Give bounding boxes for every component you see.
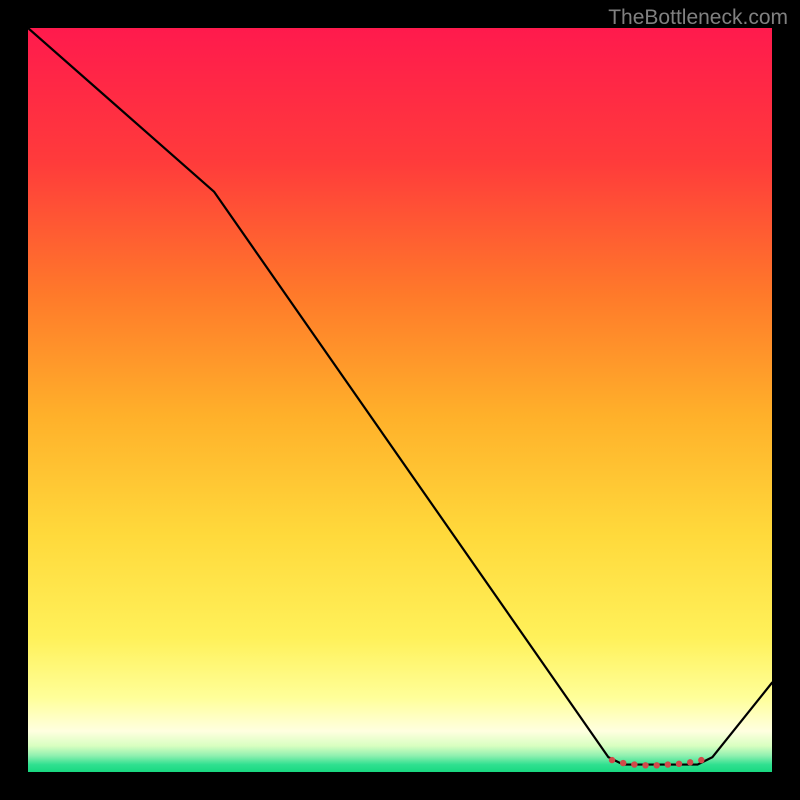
scatter-point [698, 757, 704, 763]
scatter-point [653, 762, 659, 768]
watermark-label: TheBottleneck.com [608, 6, 788, 30]
scatter-point [642, 762, 648, 768]
scatter-point [676, 761, 682, 767]
chart-plot-area [28, 28, 772, 772]
chart-background [28, 28, 772, 772]
chart-svg [28, 28, 772, 772]
scatter-point [620, 760, 626, 766]
scatter-point [687, 759, 693, 765]
scatter-point [609, 757, 615, 763]
scatter-point [665, 761, 671, 767]
scatter-point [631, 761, 637, 767]
